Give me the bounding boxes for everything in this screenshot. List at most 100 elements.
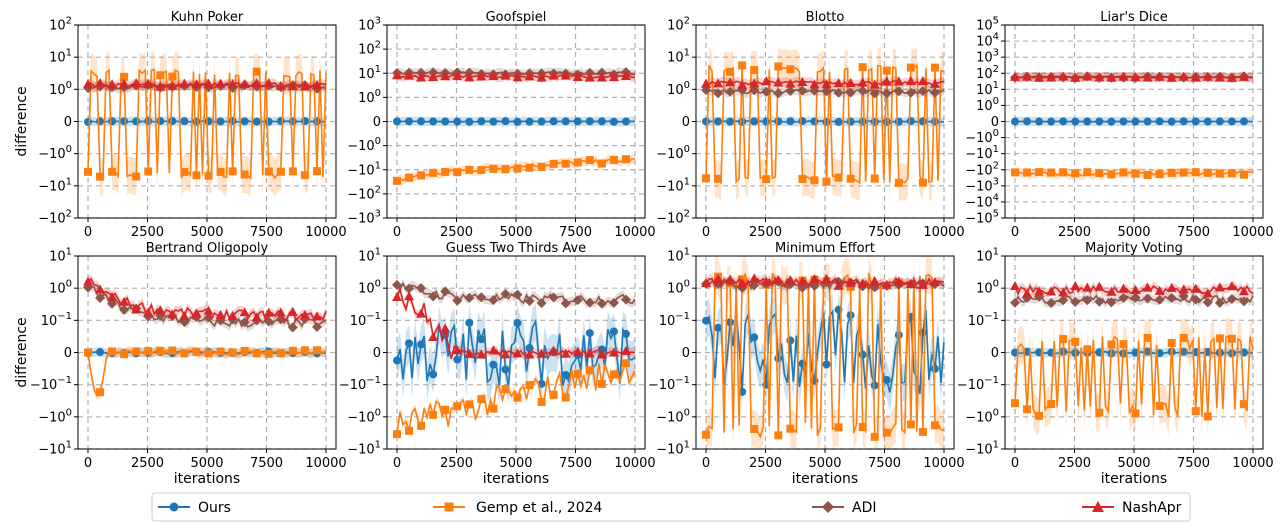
data-point-ours	[585, 117, 594, 126]
data-point-gemp	[834, 423, 843, 432]
panel-title: Guess Two Thirds Ave	[446, 241, 586, 256]
data-point-gemp	[1095, 169, 1104, 178]
axes-frame	[1004, 255, 1264, 450]
data-point-ours	[738, 117, 747, 126]
data-point-gemp	[228, 348, 237, 357]
data-point-ours	[216, 117, 225, 126]
panel-kuhn-poker: 102 101 100 0 −100 −101 −102 0 2500 5000 7500 10000…	[14, 10, 347, 240]
data-point-ours	[489, 360, 498, 369]
y-tick-label: 105	[976, 16, 999, 34]
data-point-nashapr	[1130, 284, 1141, 294]
data-point-adi	[869, 88, 880, 99]
data-point-ours	[834, 117, 843, 126]
data-point-nashapr	[416, 308, 427, 318]
data-point-gemp	[882, 66, 891, 75]
data-point-gemp	[276, 349, 285, 358]
data-point-gemp	[726, 67, 735, 76]
data-point-nashapr	[119, 296, 130, 306]
data-point-gemp	[549, 390, 558, 399]
data-point-nashapr	[785, 78, 796, 88]
data-point-ours	[489, 117, 498, 126]
data-point-gemp	[489, 164, 498, 173]
data-point-adi	[1118, 293, 1129, 304]
data-point-gemp	[477, 166, 486, 175]
data-point-nashapr	[596, 349, 607, 359]
data-point-gemp	[405, 426, 414, 435]
data-point-gemp	[252, 349, 261, 358]
data-point-nashapr	[1070, 72, 1081, 82]
data-point-nashapr	[620, 71, 631, 81]
data-point-gemp	[1035, 168, 1044, 177]
data-point-nashapr	[1022, 71, 1033, 81]
data-point-ours	[1011, 117, 1019, 126]
data-point-nashapr	[263, 307, 274, 317]
x-tick-label: 0	[393, 456, 401, 471]
data-point-adi	[1190, 294, 1201, 305]
data-point-nashapr	[464, 348, 475, 358]
y-tick-label: 100	[49, 80, 72, 98]
data-point-ours	[858, 117, 867, 126]
data-point-adi	[416, 283, 427, 294]
data-point-ours	[762, 117, 771, 126]
data-point-nashapr	[572, 72, 583, 82]
data-point-gemp	[834, 173, 843, 182]
data-point-gemp	[621, 359, 630, 368]
data-point-gemp	[774, 62, 783, 71]
data-point-ours	[276, 117, 285, 126]
data-point-gemp	[870, 432, 879, 441]
data-point-gemp	[1083, 345, 1092, 354]
panel-guess-two-thirds-ave: 101 100 10−1 0 −10−1 −100 −101 0 2500 5000 7500 100…	[339, 241, 656, 487]
data-point-gemp	[1023, 168, 1032, 177]
data-point-nashapr	[512, 348, 523, 358]
data-point-gemp	[453, 402, 462, 411]
y-tick-label: 101	[49, 48, 72, 66]
axes-frame	[695, 255, 955, 450]
data-point-ours	[1239, 117, 1248, 126]
data-point-gemp	[846, 174, 855, 183]
data-point-nashapr	[1094, 281, 1105, 291]
data-point-gemp	[1107, 170, 1116, 179]
data-point-nashapr	[227, 78, 238, 88]
data-point-nashapr	[737, 79, 748, 89]
data-point-ours	[312, 117, 321, 126]
series-line-ours	[705, 309, 945, 395]
data-point-gemp	[192, 171, 201, 180]
data-point-gemp	[1035, 411, 1044, 420]
data-point-ours	[1035, 117, 1044, 126]
y-tick-label: −101	[656, 440, 690, 458]
data-point-gemp	[144, 347, 153, 356]
data-point-gemp	[1191, 168, 1200, 177]
panel-title: Kuhn Poker	[171, 10, 244, 25]
data-point-ours	[585, 329, 594, 338]
data-point-gemp	[573, 369, 582, 378]
panel-blotto: 102 101 100 0 −100 −101 −102 0 2500 5000 7500 10000…	[656, 10, 964, 240]
data-point-adi	[524, 296, 535, 307]
axes-frame	[77, 255, 337, 450]
data-point-ours	[882, 375, 891, 384]
y-tick-label: 10−1	[350, 311, 381, 329]
data-point-nashapr	[1118, 283, 1129, 293]
data-point-gemp	[750, 424, 759, 433]
data-point-ours	[240, 117, 249, 126]
data-point-gemp	[501, 385, 510, 394]
data-point-ours	[429, 370, 438, 379]
data-point-nashapr	[929, 78, 940, 88]
y-tick-label: −103	[965, 176, 999, 194]
data-point-gemp	[798, 174, 807, 183]
data-point-gemp	[276, 167, 285, 176]
y-tick-label: 0	[991, 346, 999, 361]
data-point-gemp	[906, 63, 915, 72]
data-point-ours	[252, 117, 261, 126]
data-point-adi	[560, 298, 571, 309]
data-point-nashapr	[1226, 72, 1237, 82]
data-point-ours	[501, 117, 510, 126]
data-point-gemp	[1239, 400, 1248, 409]
y-tick-label: −105	[965, 209, 999, 227]
data-point-nashapr	[1154, 285, 1165, 295]
data-point-gemp	[96, 388, 105, 397]
data-point-nashapr	[548, 345, 559, 355]
data-point-gemp	[240, 170, 249, 179]
data-point-ours	[228, 117, 237, 126]
data-point-ours	[870, 117, 879, 126]
data-point-ours	[726, 117, 735, 126]
